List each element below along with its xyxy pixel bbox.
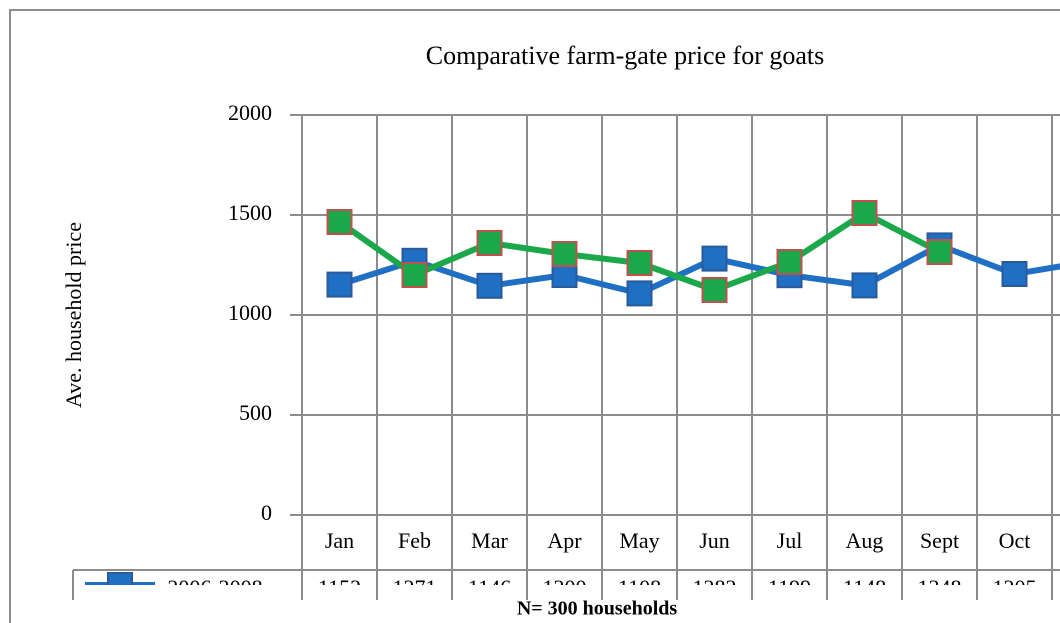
table-value: 1148: [843, 575, 886, 600]
x-tick-label: Feb: [398, 528, 431, 553]
table-value: 1348: [918, 575, 962, 600]
marker: [1001, 261, 1028, 287]
table-value: 1282: [693, 575, 737, 600]
table-value: 1146: [468, 575, 511, 600]
marker: [926, 239, 953, 265]
table-value: 1200: [543, 575, 587, 600]
marker: [551, 241, 578, 267]
y-tick-label: 500: [239, 400, 272, 425]
chart-title: Comparative farm-gate price for goats: [426, 41, 825, 70]
marker: [851, 200, 878, 226]
table-value: 1271: [393, 575, 437, 600]
x-tick-label: Mar: [471, 528, 508, 553]
x-tick-label: Jul: [777, 528, 803, 553]
y-tick-label: 0: [261, 500, 272, 525]
marker: [626, 250, 653, 276]
marker: [476, 230, 503, 256]
x-tick-label: Aug: [846, 528, 884, 553]
table-value: 1152: [318, 575, 361, 600]
y-tick-label: 1500: [228, 200, 272, 225]
marker: [776, 249, 803, 275]
marker: [326, 209, 353, 235]
x-tick-label: Jan: [325, 528, 354, 553]
chart-frame: [9, 9, 1060, 623]
x-tick-label: Sept: [920, 528, 959, 553]
x-tick-label: Oct: [999, 528, 1031, 553]
legend-marker: [107, 572, 133, 585]
table-value: 1199: [768, 575, 811, 600]
x-tick-label: Jun: [699, 528, 730, 553]
footnote: N= 300 households: [517, 598, 678, 620]
y-axis-label: Ave. household price: [61, 222, 86, 408]
y-tick-label: 1000: [228, 300, 272, 325]
y-tick-label: 2000: [228, 100, 272, 125]
legend-label: 2006-2008: [167, 575, 262, 600]
table-value: 1108: [618, 575, 661, 600]
marker: [326, 271, 353, 298]
marker: [851, 272, 878, 299]
marker: [626, 280, 653, 307]
marker: [476, 272, 503, 299]
data-table-row: 2006-2008 1152 1271 1146 1200 1108 1282 1199 114…: [85, 572, 1037, 600]
x-tick-label: Apr: [547, 528, 582, 553]
x-tick-label: May: [619, 528, 659, 553]
marker: [701, 245, 728, 272]
marker: [701, 277, 728, 303]
marker: [401, 262, 428, 288]
table-value: 1205: [993, 575, 1037, 600]
